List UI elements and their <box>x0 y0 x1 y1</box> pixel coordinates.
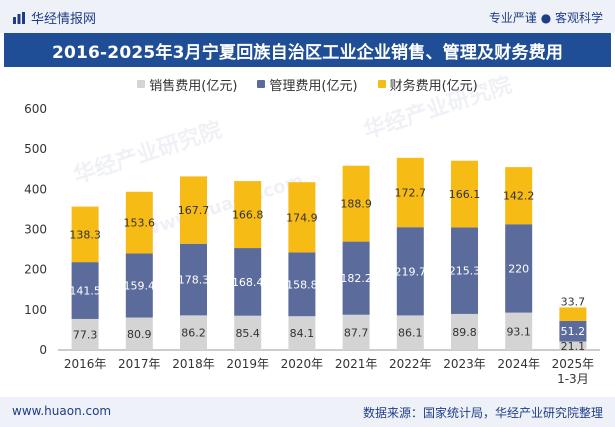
x-tick-label: 2020年 <box>281 357 324 371</box>
data-label-sales: 87.7 <box>344 326 369 339</box>
footer-website: www.huaon.com <box>12 404 112 418</box>
data-label-finance: 172.7 <box>395 186 427 199</box>
x-tick-label: 1-3月 <box>557 372 589 386</box>
x-tick-label: 2016年 <box>64 357 107 371</box>
data-label-sales: 93.1 <box>506 325 531 338</box>
data-label-finance: 188.9 <box>340 198 372 211</box>
tagline: 专业严谨 ● 客观科学 <box>488 11 603 25</box>
y-tick-label: 100 <box>24 303 47 317</box>
y-tick-label: 300 <box>24 223 47 237</box>
bar-finance <box>125 191 153 254</box>
legend-swatch-sales <box>137 80 146 88</box>
y-tick-label: 200 <box>24 263 47 277</box>
bar-sales <box>396 315 424 350</box>
data-label-sales: 80.9 <box>127 328 152 341</box>
data-label-sales: 21.1 <box>561 340 586 353</box>
data-label-finance: 166.1 <box>449 188 481 201</box>
bar-finance <box>342 165 370 242</box>
top-bar: 华经情报网 专业严谨 ● 客观科学 <box>0 0 615 33</box>
legend-swatch-management <box>257 80 266 88</box>
x-tick-label: 2025年 <box>552 357 595 371</box>
footer: www.huaon.com 数据来源：国家统计局，华经产业研究院整理 <box>0 397 615 427</box>
bar-sales <box>234 315 262 350</box>
data-label-management: 51.2 <box>561 325 586 338</box>
legend-label-finance: 财务费用(亿元) <box>389 78 478 94</box>
y-tick-label: 600 <box>24 102 47 116</box>
data-label-management: 219.7 <box>395 265 427 278</box>
data-label-management: 158.8 <box>286 278 318 291</box>
brand-name: 华经情报网 <box>31 12 97 27</box>
bar-sales <box>180 315 207 350</box>
bar-management <box>125 253 153 318</box>
chart-title: 2016-2025年3月宁夏回族自治区工业企业销售、管理及财务费用 <box>4 33 611 67</box>
stacked-bar-chart: 0 100 200 300 400 500 600 77.3 141.5 138.3 2016年 80… <box>24 102 600 386</box>
data-label-finance: 166.8 <box>232 209 264 222</box>
x-tick-label: 2022年 <box>389 357 432 371</box>
data-label-management: 141.5 <box>69 285 101 298</box>
bar-management <box>451 227 478 314</box>
data-label-management: 168.4 <box>232 276 264 289</box>
data-label-sales: 86.1 <box>398 327 423 340</box>
data-label-sales: 77.3 <box>73 328 98 341</box>
bar-sales <box>342 314 370 350</box>
bar-sales <box>125 317 153 350</box>
data-label-management: 220 <box>508 262 529 275</box>
data-label-management: 178.3 <box>178 274 210 287</box>
data-label-sales: 86.2 <box>181 327 206 340</box>
bar-finance <box>559 307 587 321</box>
data-label-finance: 33.7 <box>561 295 586 308</box>
bar-finance <box>505 167 533 225</box>
y-tick-label: 400 <box>24 182 47 196</box>
bar-finance <box>180 176 207 244</box>
data-label-finance: 153.6 <box>124 217 156 230</box>
bar-finance <box>451 160 478 228</box>
bar-management <box>396 227 424 316</box>
bar-management <box>234 248 262 316</box>
x-tick-label: 2023年 <box>443 357 486 371</box>
legend-item-sales: 销售费用(亿元) <box>137 74 237 94</box>
bar-sales <box>505 312 533 350</box>
x-tick-label: 2018年 <box>172 357 215 371</box>
y-tick-label: 500 <box>24 142 47 156</box>
legend: 销售费用(亿元) 管理费用(亿元) 财务费用(亿元) <box>0 74 615 94</box>
bar-sales <box>559 341 587 350</box>
data-label-management: 159.4 <box>124 279 156 292</box>
data-label-finance: 138.3 <box>69 228 101 241</box>
data-label-sales: 89.8 <box>452 326 477 339</box>
bar-finance <box>71 206 99 263</box>
bar-management <box>288 252 316 317</box>
legend-item-management: 管理费用(亿元) <box>257 74 358 94</box>
data-label-management: 182.2 <box>340 272 372 285</box>
data-label-management: 215.3 <box>449 265 481 278</box>
legend-label-sales: 销售费用(亿元) <box>149 78 238 94</box>
x-tick-label: 2019年 <box>226 357 269 371</box>
bar-management <box>505 224 533 313</box>
bar-finance <box>288 182 316 253</box>
data-label-sales: 85.4 <box>235 327 260 340</box>
x-tick-label: 2021年 <box>335 357 378 371</box>
legend-label-management: 管理费用(亿元) <box>269 78 358 94</box>
bar-management <box>559 320 587 342</box>
bar-finance <box>396 157 424 228</box>
legend-item-finance: 财务费用(亿元) <box>377 74 478 94</box>
legend-swatch-finance <box>377 80 386 88</box>
bar-chart-logo-icon <box>13 11 25 24</box>
x-tick-label: 2017年 <box>118 357 161 371</box>
x-tick-label: 2024年 <box>497 357 540 371</box>
bar-sales <box>451 313 478 350</box>
bar-management <box>342 241 370 315</box>
y-tick-label: 0 <box>39 343 47 357</box>
bar-sales <box>71 318 99 350</box>
data-label-finance: 174.9 <box>286 211 318 224</box>
data-label-sales: 84.1 <box>290 327 315 340</box>
data-label-finance: 167.7 <box>178 204 210 217</box>
footer-source: 数据来源：国家统计局，华经产业研究院整理 <box>362 406 603 420</box>
bar-sales <box>288 316 316 350</box>
bar-management <box>180 243 207 316</box>
brand: 华经情报网 <box>12 8 96 27</box>
bar-finance <box>234 181 262 249</box>
data-label-finance: 142.2 <box>503 190 535 203</box>
bar-management <box>71 262 99 319</box>
